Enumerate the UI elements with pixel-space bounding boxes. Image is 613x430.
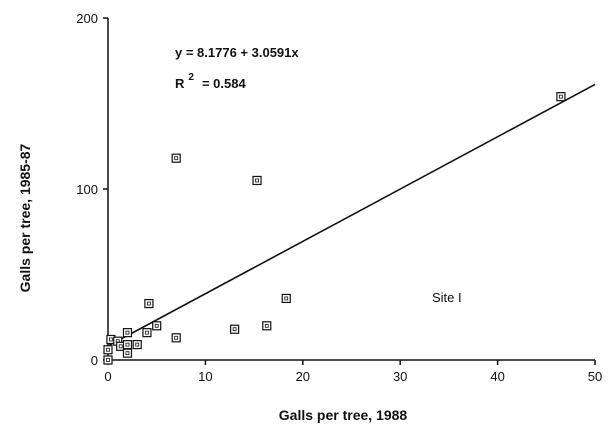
regression-equation: y = 8.1776 + 3.0591x xyxy=(175,45,299,60)
data-point xyxy=(122,348,133,358)
data-point xyxy=(171,153,181,163)
regression-line xyxy=(107,83,596,347)
data-point xyxy=(262,321,272,331)
data-point xyxy=(103,355,113,365)
x-axis-title: Galls per tree, 1988 xyxy=(279,407,408,423)
x-tick-label: 40 xyxy=(490,369,504,384)
data-point xyxy=(122,328,133,338)
y-tick-label: 100 xyxy=(76,182,98,197)
data-point xyxy=(132,340,142,350)
data-point xyxy=(556,92,566,102)
data-point xyxy=(281,293,291,304)
r-squared-base: R xyxy=(175,76,185,91)
x-tick-label: 10 xyxy=(198,369,212,384)
y-axis-title: Galls per tree, 1985-87 xyxy=(17,143,33,292)
x-axis: 0 10 20 30 40 50 xyxy=(104,359,602,384)
data-point xyxy=(122,340,133,350)
x-tick-label: 20 xyxy=(296,369,310,384)
data-point xyxy=(152,321,162,331)
y-tick-label: 0 xyxy=(91,353,98,368)
r-squared-annotation: R 2 = 0.584 xyxy=(175,72,246,91)
x-tick-label: 50 xyxy=(588,369,602,384)
data-point xyxy=(252,175,262,186)
site-label: Site I xyxy=(432,290,462,305)
r-squared-value: = 0.584 xyxy=(202,76,247,91)
x-tick-label: 0 xyxy=(104,369,111,384)
y-axis: 0 100 200 xyxy=(76,11,109,368)
r-squared-exponent: 2 xyxy=(188,72,194,83)
x-tick-label: 30 xyxy=(393,369,407,384)
data-point xyxy=(230,324,240,334)
data-point xyxy=(142,328,152,338)
data-point xyxy=(103,345,113,355)
data-point xyxy=(171,333,181,343)
data-point xyxy=(144,298,154,309)
y-tick-label: 200 xyxy=(76,11,98,26)
